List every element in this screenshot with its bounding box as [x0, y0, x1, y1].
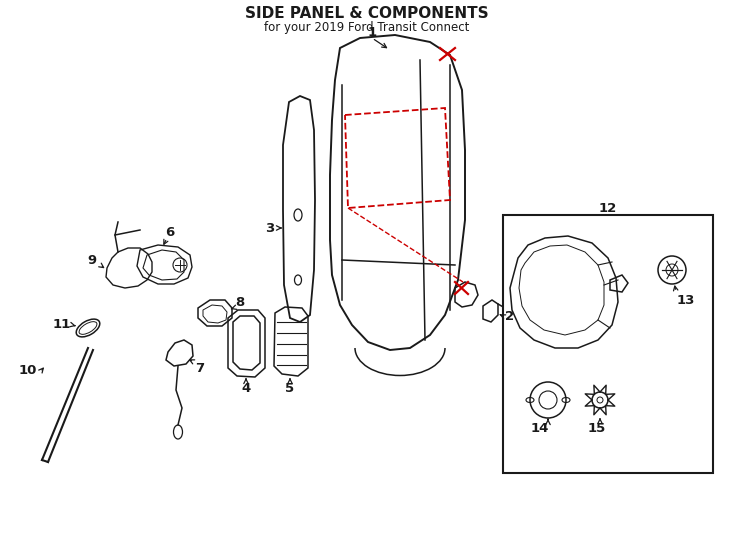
Text: 3: 3 — [266, 221, 275, 234]
Text: SIDE PANEL & COMPONENTS: SIDE PANEL & COMPONENTS — [245, 5, 489, 21]
Text: 15: 15 — [588, 422, 606, 435]
Text: 12: 12 — [599, 201, 617, 214]
Text: 11: 11 — [53, 319, 71, 332]
Text: 1: 1 — [368, 26, 377, 39]
Text: 13: 13 — [677, 294, 695, 307]
Text: for your 2019 Ford Transit Connect: for your 2019 Ford Transit Connect — [264, 21, 470, 33]
Text: 2: 2 — [506, 309, 515, 322]
Text: 4: 4 — [241, 381, 250, 395]
Text: 8: 8 — [236, 295, 244, 308]
Text: 10: 10 — [19, 363, 37, 376]
FancyBboxPatch shape — [503, 215, 713, 473]
Text: 5: 5 — [286, 381, 294, 395]
Text: 14: 14 — [531, 422, 549, 435]
Text: 6: 6 — [165, 226, 175, 239]
Text: 7: 7 — [195, 361, 205, 375]
Text: 9: 9 — [87, 253, 97, 267]
